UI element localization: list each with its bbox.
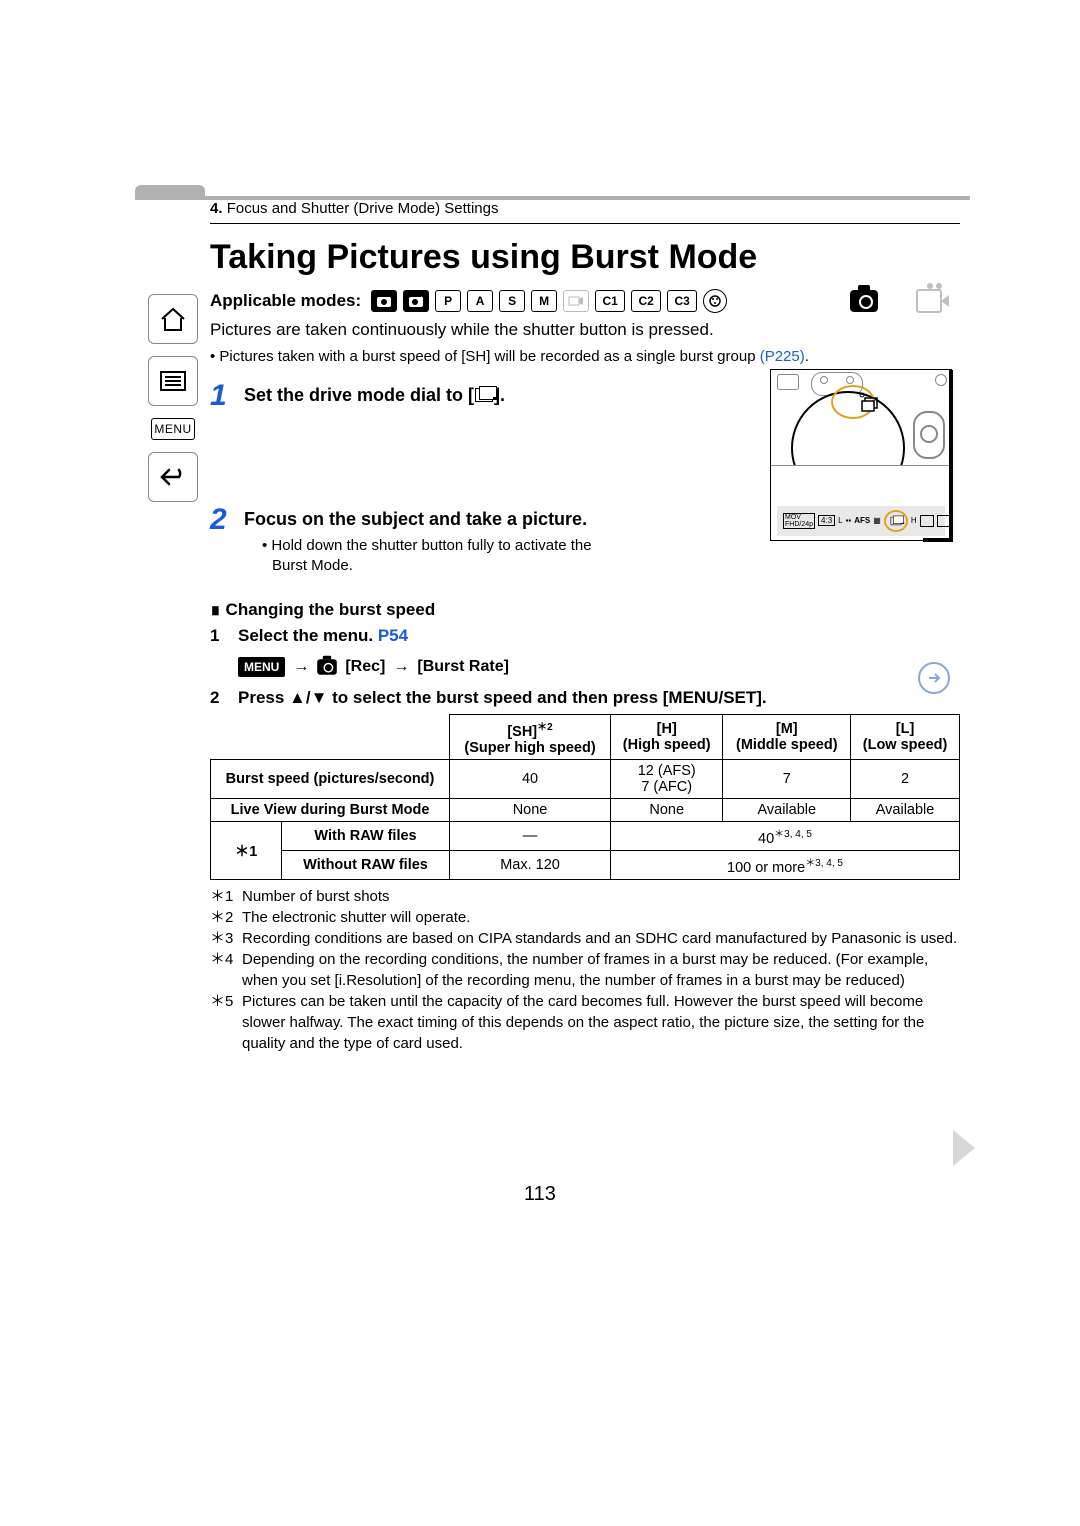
mode-a: A [467,290,493,312]
mode-c1: C1 [595,290,625,312]
row-burst-speed: Burst speed (pictures/second) 40 12 (AFS… [211,760,960,799]
camera-diagram: MOV FHD/24p 4:3 L ▪︎▪︎ AFS ▦ H [770,369,952,541]
col-sh: [SH]＊2 (Super high speed) [450,715,611,760]
link-p54[interactable]: P54 [378,626,408,645]
svg-text:+: + [420,296,424,302]
col-h: [H] (High speed) [611,715,723,760]
row-liveview: Live View during Burst Mode None None Av… [211,799,960,822]
rec-menu-icon [318,660,338,675]
link-p225[interactable]: (P225) [760,348,805,365]
substep-2-num: 2 [210,688,238,708]
mode-s: S [499,290,525,312]
footnote-2: ＊2The electronic shutter will operate. [210,907,960,928]
mode-c2: C2 [631,290,661,312]
step-1-title-prefix: Set the drive mode dial to [ [244,385,474,405]
menu-icon[interactable]: MENU [151,418,195,440]
arrow-right-icon [926,670,942,686]
page-title: Taking Pictures using Burst Mode [210,238,960,277]
arrow-2: → [393,658,409,676]
lcd-size: L [838,516,842,525]
lcd-burst-highlight [884,510,908,532]
menu-badge: MENU [238,657,285,677]
mode-p: P [435,290,461,312]
mode-c3: C3 [667,290,697,312]
next-page-button[interactable] [918,662,950,694]
chapter-number: 4. [210,200,223,217]
intro-bullet: • Pictures taken with a burst speed of [… [210,346,960,367]
chapter-title: Focus and Shutter (Drive Mode) Settings [227,200,499,217]
mode-m: M [531,290,557,312]
substep-2: 2 Press ▲/▼ to select the burst speed an… [210,688,960,708]
substep-1-num: 1 [210,626,238,646]
mode-video-dim [563,290,589,312]
burst-mode-icon [475,388,493,402]
applicable-modes-row: Applicable modes: + P A S M C1 C2 C3 [210,289,960,313]
video-icon-disabled [916,289,942,313]
home-icon[interactable] [148,294,198,344]
row-with-raw: ＊1 With RAW files — 40＊3, 4, 5 [211,822,960,851]
footnote-1: ＊1Number of burst shots [210,886,960,907]
footnote-3: ＊3Recording conditions are based on CIPA… [210,928,960,949]
mode-iaplus-icon: + [403,290,429,312]
step-2-title: Focus on the subject and take a picture. [244,509,624,530]
step-2-bullet: • Hold down the shutter button fully to … [262,536,624,577]
lcd-metering-icon: ▦ [873,516,881,525]
breadcrumb: 4. Focus and Shutter (Drive Mode) Settin… [210,200,960,224]
still-picture-icon [850,290,878,312]
subheading-changing-burst-speed: ∎ Changing the burst speed [210,600,960,620]
lcd-afs: AFS [854,516,870,525]
substep-2-text: Press ▲/▼ to select the burst speed and … [238,688,767,708]
row-without-raw: Without RAW files Max. 120 100 or more＊3… [211,851,960,880]
menu-rec: [Rec] [345,658,385,676]
mode-creative-icon [703,289,727,313]
lcd-quality-icon: ▪︎▪︎ [846,516,852,525]
page-number: 113 [0,1183,1080,1206]
camera-top-view [771,370,951,466]
substep-1: 1 Select the menu. P54 [210,626,960,646]
back-icon[interactable] [148,452,198,502]
lcd-status-bar: MOV FHD/24p 4:3 L ▪︎▪︎ AFS ▦ H [777,506,945,536]
page: MENU 4. Focus and Shutter (Drive Mode) S… [0,0,1080,1526]
applicable-modes-label: Applicable modes: [210,291,361,311]
media-icons [850,289,960,313]
footnote-5: ＊5Pictures can be taken until the capaci… [210,991,960,1054]
menu-burst-rate: [Burst Rate] [417,658,509,676]
burst-speed-table: [SH]＊2 (Super high speed) [H] (High spee… [210,714,960,879]
lcd-h-indicator: H [911,516,917,525]
col-m: [M] (Middle speed) [723,715,851,760]
lcd-ratio: 4:3 [818,515,835,526]
footnote-4: ＊4Depending on the recording conditions,… [210,949,960,991]
footnotes: ＊1Number of burst shots ＊2The electronic… [210,886,960,1054]
col-l: [L] (Low speed) [851,715,960,760]
page-edge-arrow [953,1130,975,1166]
dial-burst-icon [859,392,885,417]
intro-bullet-prefix: • Pictures taken with a burst speed of [… [210,348,760,365]
main-content: 4. Focus and Shutter (Drive Mode) Settin… [210,200,960,1054]
lcd-right-icons [920,515,951,527]
menu-path: MENU → [Rec] → [Burst Rate] [238,656,960,678]
toc-icon[interactable] [148,356,198,406]
lcd-mov: MOV FHD/24p [783,513,815,529]
intro-bullet-suffix: . [805,348,809,365]
substep-1-text: Select the menu. [238,626,378,645]
arrow-1: → [293,658,309,676]
step-1-number: 1 [210,379,244,413]
intro-text: Pictures are taken continuously while th… [210,319,960,342]
mode-ia-icon [371,290,397,312]
sidebar: MENU [148,294,198,514]
step-2-number: 2 [210,503,244,537]
